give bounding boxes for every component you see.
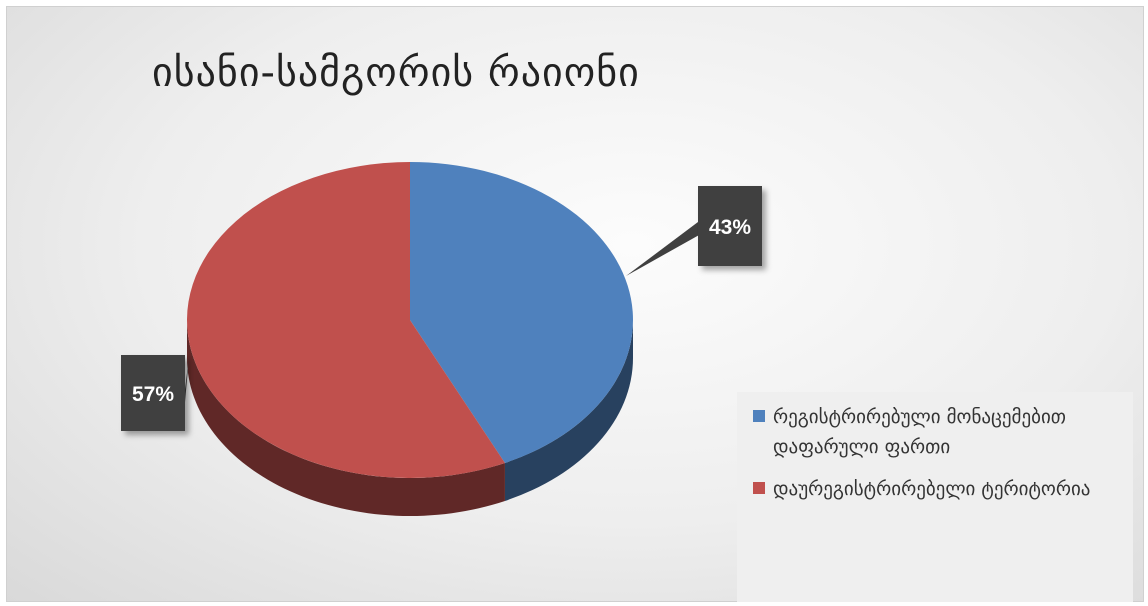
data-label-box-unregistered xyxy=(121,355,185,431)
legend-swatch-unregistered xyxy=(753,482,765,494)
pie-side-unregistered xyxy=(187,320,505,516)
leader-unregistered xyxy=(185,357,189,403)
data-label-unregistered: 57% xyxy=(132,383,174,406)
pie-side-registered xyxy=(504,320,633,501)
legend-item-unregistered: დაურეგისტრირებელი ტერიტორია xyxy=(753,474,1119,504)
legend: რეგისტრირებული მონაცემებით დაფარული ფართ… xyxy=(737,392,1133,602)
data-label-box-registered xyxy=(698,186,762,266)
legend-label-registered: რეგისტრირებული მონაცემებით დაფარული ფართ… xyxy=(773,406,1066,458)
leader-registered xyxy=(626,222,698,276)
pie-slice-unregistered xyxy=(187,162,505,479)
legend-label-unregistered: დაურეგისტრირებელი ტერიტორია xyxy=(773,478,1091,500)
chart-title: ისანი-სამგორის რაიონი xyxy=(152,50,640,96)
data-label-registered: 43% xyxy=(709,216,751,239)
legend-item-registered: რეგისტრირებული მონაცემებით დაფარული ფართ… xyxy=(753,402,1119,462)
pie-slice-registered xyxy=(410,162,634,463)
legend-swatch-registered xyxy=(753,410,765,422)
